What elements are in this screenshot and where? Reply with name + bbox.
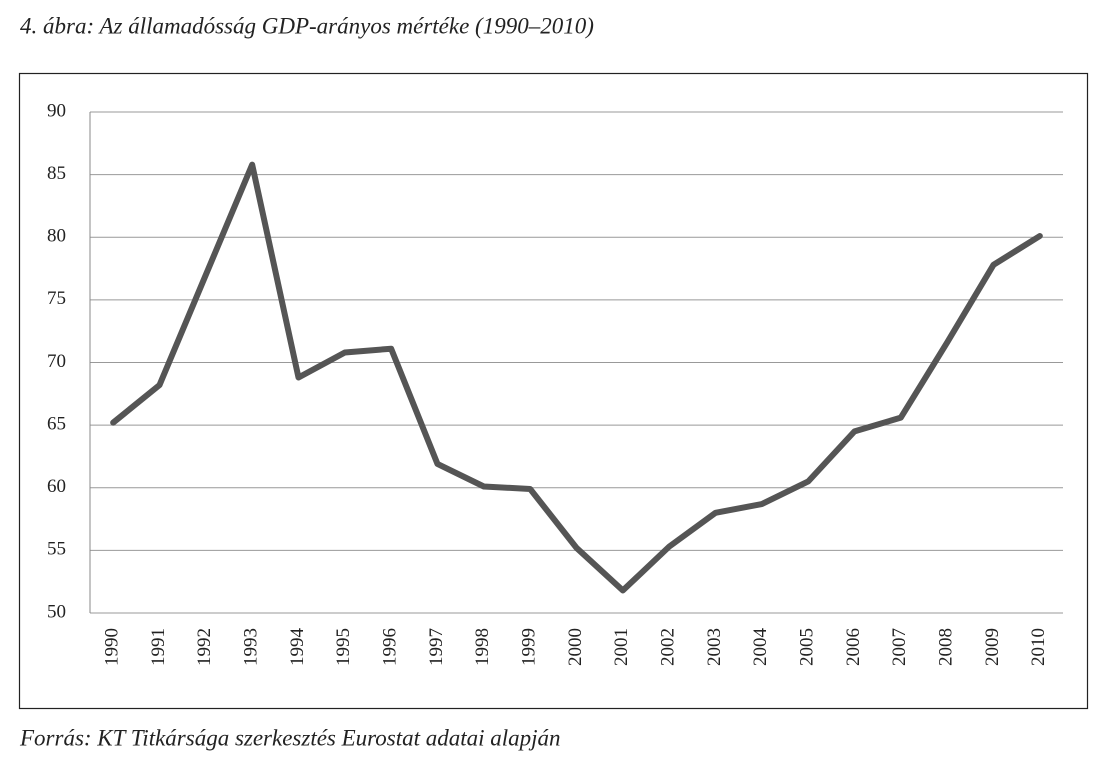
- chart-frame: [18, 72, 1089, 710]
- x-tick-label: 1991: [148, 628, 169, 666]
- x-tick-label: 1997: [426, 628, 447, 666]
- chart-title: 4. ábra: Az államadósság GDP-arányos mér…: [20, 13, 594, 38]
- y-tick-label: 85: [47, 163, 66, 184]
- x-tick-label: 1998: [472, 628, 493, 666]
- x-tick-label: 1993: [241, 628, 262, 666]
- y-tick-label: 90: [47, 100, 66, 121]
- y-tick-label: 70: [47, 351, 66, 372]
- x-tick-label: 2008: [936, 628, 957, 666]
- x-tick-label: 1995: [333, 628, 354, 666]
- x-tick-label: 2000: [565, 628, 586, 666]
- x-tick-label: 2002: [658, 628, 679, 666]
- y-tick-label: 50: [47, 601, 66, 622]
- y-tick-label: 65: [47, 413, 66, 434]
- x-tick-label: 1994: [287, 628, 308, 667]
- x-tick-label: 2001: [611, 628, 632, 666]
- x-tick-label: 2005: [797, 628, 818, 666]
- x-tick-label: 2004: [750, 628, 771, 667]
- x-tick-label: 1992: [194, 628, 215, 666]
- x-tick-label: 2006: [843, 628, 864, 666]
- x-tick-label: 2007: [889, 628, 910, 666]
- x-tick-label: 1996: [380, 628, 401, 666]
- y-tick-label: 80: [47, 226, 66, 247]
- y-tick-label: 55: [47, 539, 66, 560]
- x-tick-label: 2009: [982, 628, 1003, 666]
- y-tick-label: 60: [47, 476, 66, 497]
- x-tick-label: 1999: [519, 628, 540, 666]
- y-tick-label: 75: [47, 288, 66, 309]
- chart-source: Forrás: KT Titkársága szerkesztés Eurost…: [19, 725, 561, 750]
- x-tick-label: 2003: [704, 628, 725, 666]
- data-line: [110, 161, 1043, 594]
- x-tick-label: 1990: [102, 628, 123, 666]
- x-tick-label: 2010: [1028, 628, 1049, 666]
